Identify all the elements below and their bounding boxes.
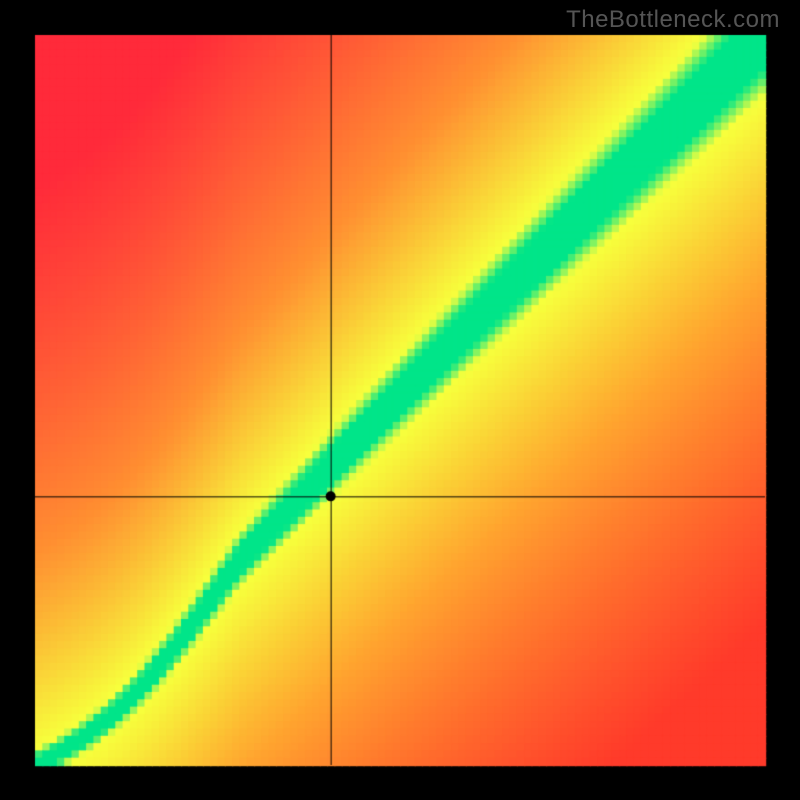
watermark-label: TheBottleneck.com (566, 6, 780, 34)
bottleneck-heatmap (0, 0, 800, 800)
chart-container: TheBottleneck.com (0, 0, 800, 800)
